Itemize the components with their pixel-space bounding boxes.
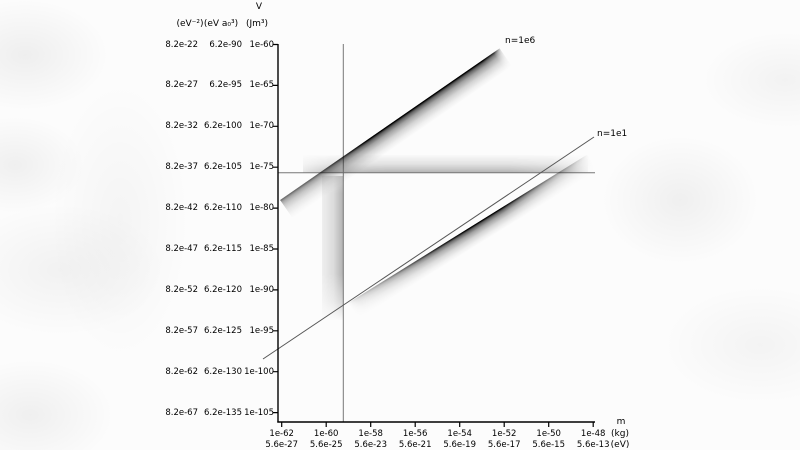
x-tick-label: 1e-50 (536, 428, 561, 439)
y-tick-label: 8.2e-62 (165, 366, 198, 377)
x-axis-title: m (616, 417, 626, 427)
label-n1e6: n=1e6 (505, 36, 536, 46)
y-tick-label: 8.2e-27 (165, 80, 198, 91)
x-tick-label: 1e-60 (313, 428, 339, 439)
y-tick-label: 6.2e-90 (209, 39, 242, 50)
x-tick-label: 1e-48 (580, 428, 606, 439)
x-tick-label: 5.6e-15 (532, 439, 565, 450)
y-tick-label: 1e-105 (244, 407, 274, 418)
y-tick-label: 6.2e-100 (203, 121, 242, 132)
y-tick-row: 8.2e-67 6.2e-135 1e-105 (140, 408, 274, 419)
y-tick-label: 1e-60 (249, 39, 274, 50)
x-tick-label: 5.6e-17 (487, 439, 521, 450)
y-tick-label: 1e-65 (249, 80, 274, 91)
x-tick-label: 5.6e-19 (443, 439, 476, 450)
y-tick-label: 6.2e-95 (209, 80, 242, 91)
y-tick-label: 8.2e-32 (165, 121, 198, 132)
x-tick-label: 5.6e-23 (354, 439, 387, 450)
y-tick-label: 1e-90 (249, 284, 274, 295)
x-tick-label: 5.6e-13 (576, 439, 610, 450)
y-tick-label: 1e-85 (249, 244, 274, 254)
y-tick-row: 8.2e-52 6.2e-120 1e-90 (140, 285, 274, 296)
y-tick-label: 6.2e-135 (203, 407, 242, 418)
y-tick-label: 6.2e-105 (203, 162, 242, 173)
x-tick-label: 5.6e-27 (265, 439, 298, 450)
x-axis-unit-kg: (kg) (611, 428, 629, 439)
label-n1e1: n=1e1 (597, 129, 628, 139)
x-tick-label: 1e-62 (269, 428, 294, 439)
y-axis-unit-ev2: (eV⁻²) (176, 19, 204, 29)
y-tick-label: 8.2e-47 (165, 244, 198, 254)
band-n1e1 (348, 154, 598, 320)
plot-area (262, 43, 598, 427)
y-tick-label: 1e-95 (249, 325, 274, 336)
x-tick-marks (281, 422, 594, 427)
y-axis-unit-eva03: (eV a₀³) (203, 19, 239, 29)
y-tick-row: 8.2e-37 6.2e-105 1e-75 (140, 162, 274, 173)
y-tick-label: 6.2e-115 (203, 244, 242, 254)
y-axis-unit-jm3: (Jm³) (245, 19, 269, 29)
line-n1e1 (262, 136, 595, 360)
x-tick-label: 5.6e-25 (309, 439, 343, 450)
y-tick-label: 6.2e-120 (203, 284, 242, 295)
y-tick-row: 8.2e-47 6.2e-115 1e-85 (140, 244, 274, 255)
y-tick-row: 8.2e-57 6.2e-125 1e-95 (140, 326, 274, 337)
y-tick-label: 6.2e-125 (203, 325, 242, 336)
y-tick-label: 1e-100 (244, 366, 274, 377)
x-tick-label: 5.6e-21 (398, 439, 432, 450)
y-tick-label: 8.2e-22 (165, 39, 198, 50)
y-tick-row: 8.2e-42 6.2e-110 1e-80 (140, 203, 274, 214)
vertical-reference-band (322, 176, 344, 320)
y-tick-label: 8.2e-37 (165, 162, 198, 173)
y-tick-label: 6.2e-130 (203, 366, 242, 377)
x-tick-label: 1e-58 (358, 428, 383, 439)
y-tick-label: 8.2e-42 (165, 203, 198, 214)
y-tick-label: 8.2e-52 (165, 284, 198, 295)
y-tick-label: 1e-70 (249, 121, 274, 132)
x-axis-unit-ev: (eV) (610, 439, 630, 450)
x-tick-label: 1e-52 (491, 428, 517, 439)
y-tick-row: 8.2e-32 6.2e-100 1e-70 (140, 121, 274, 132)
x-tick-label: 1e-56 (402, 428, 428, 439)
y-axis-title: V (255, 2, 263, 12)
band-n1e6 (279, 48, 513, 219)
y-tick-label: 1e-75 (249, 162, 274, 173)
y-tick-label: 8.2e-67 (165, 407, 198, 418)
y-tick-row: 8.2e-27 6.2e-95 1e-65 (140, 80, 274, 91)
x-tick-label: 1e-54 (447, 428, 472, 439)
y-tick-row: 8.2e-62 6.2e-130 1e-100 (140, 367, 274, 378)
y-tick-label: 6.2e-110 (203, 203, 242, 214)
y-tick-label: 1e-80 (249, 203, 274, 214)
y-tick-row: 8.2e-22 6.2e-90 1e-60 (140, 40, 274, 51)
y-tick-label: 8.2e-57 (165, 325, 198, 336)
y-tick-marks (272, 43, 278, 414)
